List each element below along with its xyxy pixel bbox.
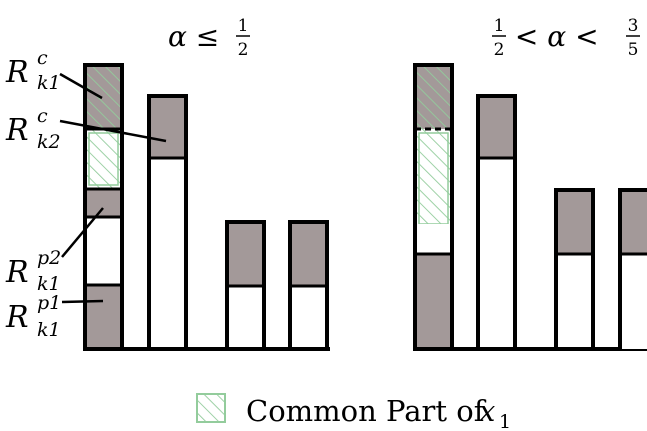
label-rk2c: R c k2	[5, 105, 61, 153]
left-bar-1-outline	[83, 63, 124, 351]
legend: Common Part of x 1	[196, 393, 511, 431]
label-rk1p2-sup: p2	[37, 247, 61, 269]
leader-rk1c	[59, 72, 103, 100]
right-bar-4-seg-gray	[620, 190, 647, 254]
right-bar-3-seg-gray	[556, 190, 593, 254]
right-title-frac1-num: 1	[494, 16, 505, 36]
right-bar-2-outline	[476, 94, 517, 351]
left-bar-4-outline	[288, 220, 329, 351]
left-bar-1-seg-rk1c	[85, 65, 122, 129]
left-bar-4-seg-gray	[290, 222, 327, 286]
right-panel: 1 2 < α < 3 5	[413, 16, 647, 351]
right-bar-4-outline	[618, 188, 647, 349]
right-title-frac1-den: 2	[494, 40, 505, 60]
right-bar-3-outline	[554, 188, 595, 351]
right-bar-3-seg-white	[556, 254, 593, 349]
label-rk1p2-sub: k1	[37, 273, 61, 295]
right-bar-4-seg-white	[620, 254, 647, 349]
right-title-alpha: < α <	[506, 20, 607, 53]
left-bar-1-seg-common	[85, 129, 122, 189]
right-title-frac2-den: 5	[628, 40, 639, 60]
legend-text: Common Part of	[246, 394, 494, 428]
label-rk1p1-base: R	[5, 300, 29, 335]
left-bar-2-seg-white	[149, 158, 186, 349]
left-bar-1-seg-white	[85, 217, 122, 285]
left-bar-2-seg-rk2c	[149, 96, 186, 158]
left-bar-4-seg-white	[290, 286, 327, 349]
label-rk2c-sup: c	[37, 105, 48, 127]
left-title-frac-den: 2	[238, 40, 249, 60]
label-rk1p2: R p2 k1	[5, 247, 61, 295]
label-rk1c-base: R	[5, 55, 29, 90]
left-panel-title: α ≤ 1 2	[168, 16, 250, 60]
left-bar-3-seg-white	[227, 286, 264, 349]
label-rk1c-sup: c	[37, 47, 48, 69]
legend-var-sub: 1	[499, 411, 511, 431]
label-rk1c: R c k1	[5, 47, 61, 94]
left-bar-3	[225, 220, 266, 351]
left-bar-1-seg-rk1p1	[85, 285, 122, 349]
left-panel: α ≤ 1 2	[5, 16, 330, 351]
left-bar-1	[83, 63, 124, 351]
leader-rk1p1	[61, 299, 104, 304]
label-rk1c-sub: k1	[37, 72, 61, 94]
label-rk1p1-sup: p1	[37, 292, 61, 314]
left-bar-1-seg-rk1p2	[85, 189, 122, 217]
left-bar-1-common-outline	[88, 132, 119, 186]
label-rk1p2-base: R	[5, 255, 29, 290]
left-bar-3-seg-gray	[227, 222, 264, 286]
right-panel-title: 1 2 < α < 3 5	[492, 16, 640, 60]
left-bar-2	[147, 94, 188, 351]
legend-var: x	[479, 394, 495, 428]
left-bar-3-outline	[225, 220, 266, 351]
right-bar-4	[618, 188, 647, 349]
label-rk1p1: R p1 k1	[5, 292, 61, 341]
right-title-frac2-num: 3	[628, 16, 639, 36]
right-bar-1-seg-white	[415, 224, 452, 254]
right-bar-1-seg-common	[415, 129, 452, 224]
right-bar-2-seg-gray	[478, 96, 515, 158]
label-rk2c-base: R	[5, 113, 29, 148]
right-bar-1-outline	[413, 63, 454, 351]
right-bar-1-seg-top	[415, 65, 452, 129]
label-rk1p1-sub: k1	[37, 319, 61, 341]
legend-swatch-hatch-icon	[196, 393, 226, 423]
left-bar-2-outline	[147, 94, 188, 351]
right-bar-2	[476, 94, 517, 351]
left-title-frac-num: 1	[238, 16, 249, 36]
right-bar-2-seg-white	[478, 158, 515, 349]
left-title-alpha: α ≤	[168, 20, 219, 53]
right-bar-1	[413, 63, 454, 351]
right-bar-3	[554, 188, 595, 351]
label-rk2c-sub: k2	[37, 131, 61, 153]
leader-rk1p2	[61, 207, 104, 258]
left-bar-4	[288, 220, 329, 351]
right-bar-1-seg-bottom	[415, 254, 452, 349]
leader-rk2c	[59, 119, 167, 143]
